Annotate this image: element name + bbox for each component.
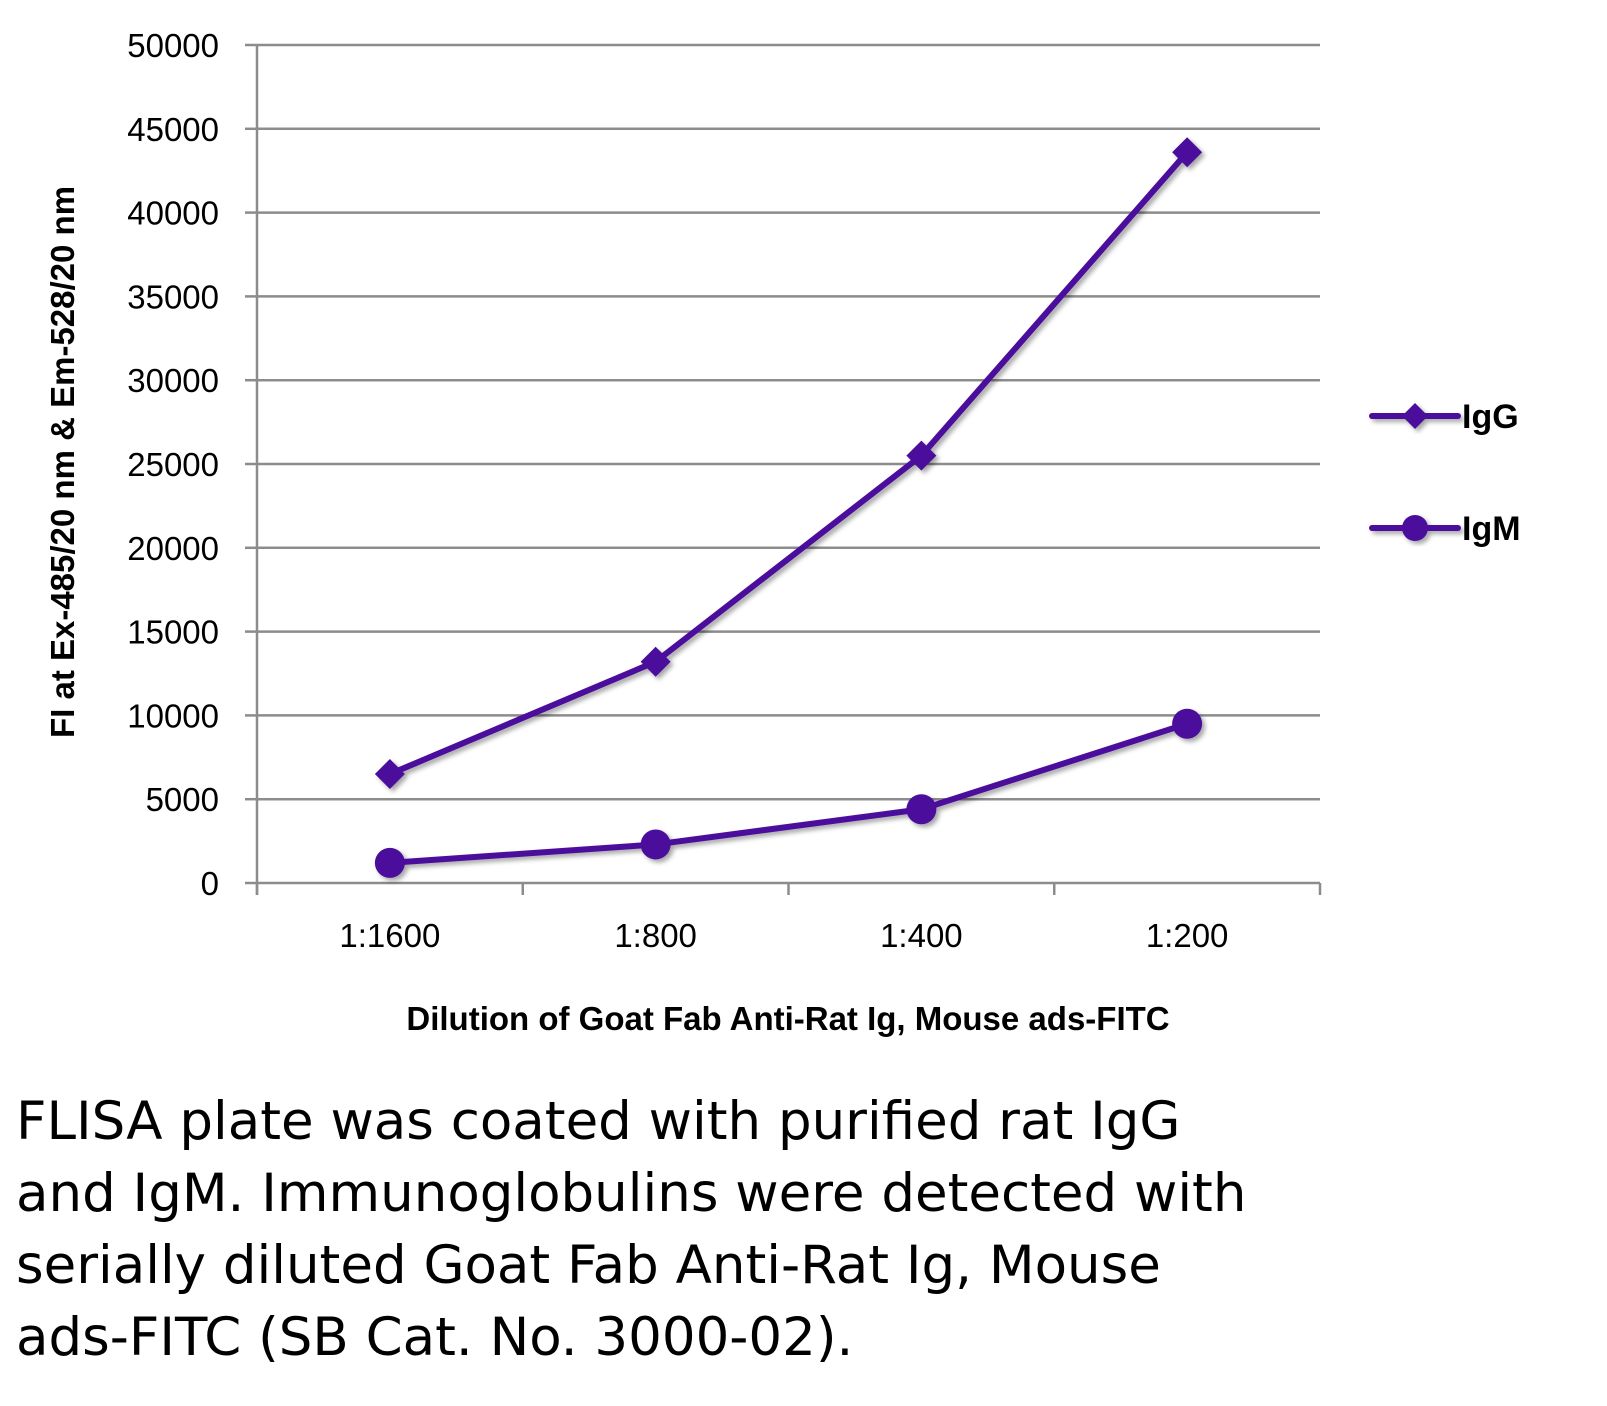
x-axis-title: Dilution of Goat Fab Anti-Rat Ig, Mouse … — [406, 1000, 1169, 1037]
data-point-circle — [374, 847, 405, 878]
y-tick-label: 10000 — [127, 697, 219, 734]
gridlines — [257, 43, 1320, 801]
y-tick-label: 5000 — [146, 781, 219, 818]
series-line-igm — [386, 720, 1191, 866]
series-layer — [374, 137, 1203, 878]
data-point-circle — [906, 794, 937, 825]
y-tick-label: 50000 — [127, 27, 219, 64]
caption-line: and IgM. Immunoglobulins were detected w… — [16, 1163, 1247, 1224]
y-tick-label: 15000 — [127, 614, 219, 651]
data-point-diamond — [640, 646, 671, 677]
y-tick-label: 20000 — [127, 530, 219, 567]
legend-marker-circle — [1402, 515, 1428, 541]
x-tick-label: 1:1600 — [339, 917, 440, 954]
legend-label: IgG — [1462, 398, 1519, 436]
figure-caption: FLISA plate was coated with purified rat… — [16, 1086, 1576, 1374]
data-point-circle — [1172, 708, 1203, 739]
series-igg — [374, 137, 1203, 790]
x-tick-label: 1:400 — [880, 917, 963, 954]
y-axis-title: FI at Ex-485/20 nm & Em-528/20 nm — [44, 186, 81, 738]
legend-item-igg — [1369, 403, 1461, 429]
chart-area: 0 5000 10000 15000 20000 25000 30000 35000 40000… — [44, 27, 1521, 1037]
legend-marker-diamond — [1402, 403, 1428, 429]
x-tick-label: 1:200 — [1146, 917, 1229, 954]
legend-label: IgM — [1462, 510, 1521, 548]
series-line-igg — [386, 149, 1191, 778]
y-tick-label: 40000 — [127, 195, 219, 232]
data-point-diamond — [906, 440, 937, 471]
legend: IgG IgM — [1369, 398, 1521, 548]
caption-line: ads-FITC (SB Cat. No. 3000-02). — [16, 1307, 854, 1368]
y-tick-label: 30000 — [127, 362, 219, 399]
y-tick-label: 45000 — [127, 111, 219, 148]
data-point-diamond — [1172, 137, 1203, 168]
legend-item-igm — [1369, 515, 1461, 541]
axes: 0 5000 10000 15000 20000 25000 30000 35000 40000… — [127, 27, 1322, 954]
caption-line: FLISA plate was coated with purified rat… — [16, 1091, 1181, 1152]
y-tick-label: 35000 — [127, 278, 219, 315]
data-point-diamond — [374, 759, 405, 790]
data-point-circle — [640, 829, 671, 860]
line-chart: 0 5000 10000 15000 20000 25000 30000 35000 40000… — [44, 27, 1521, 1037]
x-tick-label: 1:800 — [614, 917, 697, 954]
y-tick-label: 0 — [201, 865, 219, 902]
y-tick-label: 25000 — [127, 446, 219, 483]
caption-line: serially diluted Goat Fab Anti-Rat Ig, M… — [16, 1235, 1161, 1296]
series-igm — [374, 708, 1203, 878]
